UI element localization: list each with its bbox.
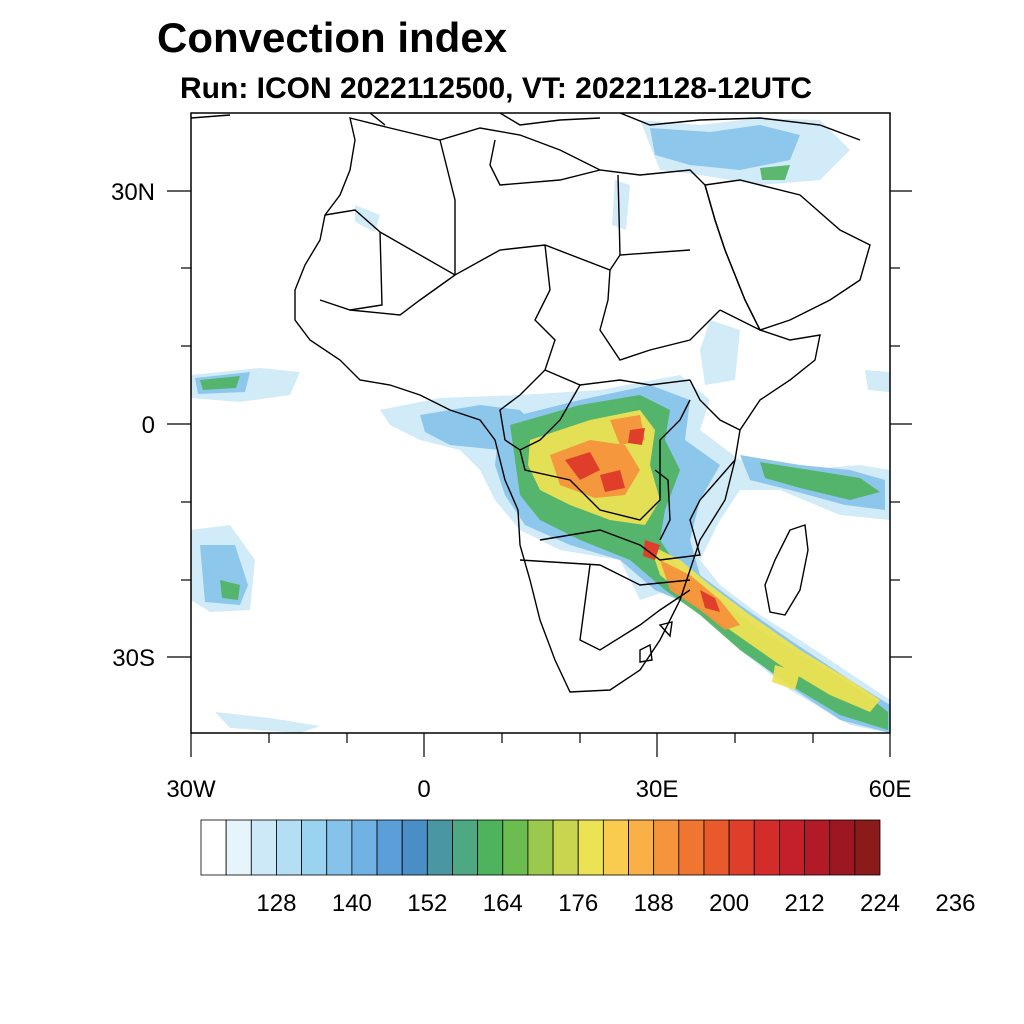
colorbar-swatch bbox=[577, 819, 604, 876]
colorbar-swatch bbox=[426, 819, 453, 876]
y-tick-label: 30S bbox=[112, 645, 155, 672]
colorbar-swatch bbox=[250, 819, 277, 876]
colorbar-label: 128 bbox=[256, 890, 296, 917]
colorbar-swatch bbox=[477, 819, 504, 876]
colorbar-label: 152 bbox=[407, 890, 447, 917]
colorbar-swatch bbox=[552, 819, 579, 876]
colorbar-label: 188 bbox=[634, 890, 674, 917]
colorbar-label: 164 bbox=[483, 890, 523, 917]
colorbar-swatch bbox=[452, 819, 479, 876]
x-tick-label: 0 bbox=[417, 776, 430, 803]
colorbar-swatch bbox=[225, 819, 252, 876]
map-frame bbox=[190, 112, 891, 734]
colorbar-swatch bbox=[502, 819, 529, 876]
colorbar-swatch bbox=[602, 819, 629, 876]
map-subtitle: Run: ICON 2022112500, VT: 20221128-12UTC bbox=[180, 72, 813, 105]
colorbar-swatch bbox=[678, 819, 705, 876]
colorbar-swatch bbox=[703, 819, 730, 876]
map-title: Convection index bbox=[157, 14, 508, 61]
colorbar-swatch bbox=[276, 819, 302, 876]
colorbar-swatch bbox=[804, 819, 831, 876]
convection-field bbox=[191, 118, 890, 733]
colorbar: 128 140 152 164 176 188 200 212 224 236 bbox=[200, 819, 975, 917]
colorbar-swatch bbox=[653, 819, 680, 876]
colorbar-swatch bbox=[200, 819, 227, 876]
colorbar-swatch bbox=[326, 819, 353, 876]
colorbar-label: 176 bbox=[558, 890, 598, 917]
colorbar-swatch bbox=[351, 819, 378, 876]
colorbar-swatch bbox=[628, 819, 655, 876]
colorbar-swatch bbox=[728, 819, 755, 876]
colorbar-swatch bbox=[376, 819, 403, 876]
x-tick-label: 30E bbox=[636, 776, 679, 803]
coastlines bbox=[191, 113, 871, 693]
colorbar-swatch bbox=[527, 819, 554, 876]
colorbar-label: 140 bbox=[332, 890, 372, 917]
colorbar-swatch bbox=[854, 819, 881, 876]
colorbar-label: 224 bbox=[860, 890, 900, 917]
x-tick-label: 60E bbox=[869, 776, 912, 803]
colorbar-swatch bbox=[753, 819, 780, 876]
colorbar-label: 200 bbox=[709, 890, 749, 917]
map-ticks bbox=[167, 190, 912, 757]
colorbar-swatch bbox=[301, 819, 328, 876]
colorbar-label: 212 bbox=[785, 890, 825, 917]
y-tick-label: 0 bbox=[142, 412, 155, 439]
y-tick-label: 30N bbox=[111, 179, 155, 206]
colorbar-swatch bbox=[829, 819, 856, 876]
colorbar-swatch bbox=[779, 819, 805, 876]
colorbar-swatch bbox=[401, 819, 428, 876]
colorbar-label: 236 bbox=[935, 890, 975, 917]
x-tick-label: 30W bbox=[166, 776, 216, 803]
